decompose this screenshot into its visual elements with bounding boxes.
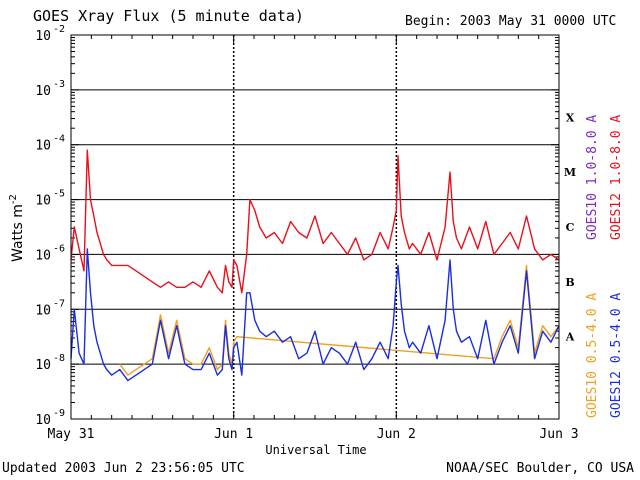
y-tick-exponent: -6 xyxy=(53,243,65,254)
x-axis: May 31 Jun 1 Jun 2 Jun 3 xyxy=(48,35,579,442)
begin-time: Begin: 2003 May 31 0000 UTC xyxy=(405,14,617,29)
flare-class-a: A xyxy=(565,331,575,344)
y-axis: 10-910-810-710-610-510-410-310-2 xyxy=(35,24,559,428)
flare-class-b: B xyxy=(565,276,574,289)
flare-class-c: C xyxy=(566,221,575,234)
y-tick-label: 10 xyxy=(35,84,51,99)
y-tick-exponent: -8 xyxy=(53,353,65,364)
series-line-goes12-0-5-4-0-a xyxy=(70,248,560,382)
flare-class-m: M xyxy=(564,166,576,179)
grid xyxy=(71,35,559,419)
legend-goes12-long: GOES12 1.0-8.0 A xyxy=(609,114,624,240)
source-credit: NOAA/SEC Boulder, CO USA xyxy=(446,461,634,476)
chart-title: GOES Xray Flux (5 minute data) xyxy=(33,7,304,25)
y-tick-label: 10 xyxy=(35,29,51,44)
y-tick-label: 10 xyxy=(35,303,51,318)
y-tick-label: 10 xyxy=(35,194,51,209)
legend-goes10-short: GOES10 0.5-4.0 A xyxy=(585,292,600,418)
legend-goes12-short: GOES12 0.5-4.0 A xyxy=(609,292,624,418)
y-tick-exponent: -3 xyxy=(53,79,65,90)
updated-time: Updated 2003 Jun 2 23:56:05 UTC xyxy=(2,461,245,476)
x-tick-label: Jun 3 xyxy=(539,427,578,442)
y-tick-label: 10 xyxy=(35,358,51,373)
y-tick-exponent: -2 xyxy=(53,24,65,35)
series-lines xyxy=(70,149,560,382)
x-axis-label: Universal Time xyxy=(265,443,366,457)
legend-goes10-long: GOES10 1.0-8.0 A xyxy=(585,114,600,240)
y-tick-label: 10 xyxy=(35,413,51,428)
plot-frame xyxy=(70,34,560,420)
y-tick-exponent: -5 xyxy=(53,189,65,200)
y-tick-exponent: -9 xyxy=(53,408,65,419)
x-tick-label: Jun 2 xyxy=(377,427,416,442)
y-tick-label: 10 xyxy=(35,139,51,154)
y-axis-label-text: Watts m xyxy=(10,204,26,262)
flare-class-labels: X M C B A xyxy=(564,111,576,343)
svg-text:Watts m-2: Watts m-2 xyxy=(8,194,26,262)
y-axis-label-exponent: -2 xyxy=(8,194,19,204)
series-line-goes12-1-0-8-0-a xyxy=(70,149,560,294)
y-tick-exponent: -7 xyxy=(53,298,65,309)
y-axis-label: Watts m-2 xyxy=(8,194,26,262)
flare-class-x: X xyxy=(566,111,575,124)
y-tick-exponent: -4 xyxy=(53,134,65,145)
x-tick-label: Jun 1 xyxy=(214,427,253,442)
x-tick-label: May 31 xyxy=(48,427,95,442)
y-tick-label: 10 xyxy=(35,248,51,263)
